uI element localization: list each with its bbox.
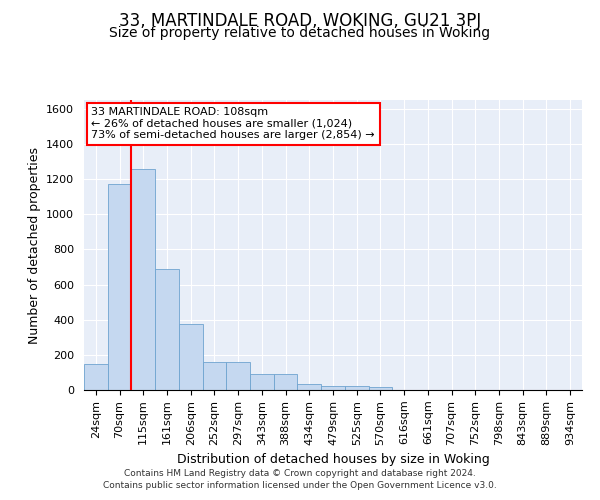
Bar <box>368 388 392 390</box>
X-axis label: Distribution of detached houses by size in Woking: Distribution of detached houses by size … <box>176 453 490 466</box>
Bar <box>345 386 368 390</box>
Y-axis label: Number of detached properties: Number of detached properties <box>28 146 41 344</box>
Bar <box>298 384 321 390</box>
Bar <box>84 364 108 390</box>
Text: Contains HM Land Registry data © Crown copyright and database right 2024.: Contains HM Land Registry data © Crown c… <box>124 468 476 477</box>
Text: Contains public sector information licensed under the Open Government Licence v3: Contains public sector information licen… <box>103 481 497 490</box>
Bar <box>226 362 250 390</box>
Bar <box>179 324 203 390</box>
Bar <box>321 386 345 390</box>
Text: 33, MARTINDALE ROAD, WOKING, GU21 3PJ: 33, MARTINDALE ROAD, WOKING, GU21 3PJ <box>119 12 481 30</box>
Bar <box>250 374 274 390</box>
Bar <box>108 184 131 390</box>
Text: Size of property relative to detached houses in Woking: Size of property relative to detached ho… <box>109 26 491 40</box>
Bar <box>155 268 179 390</box>
Bar <box>203 362 226 390</box>
Bar <box>274 374 298 390</box>
Bar <box>131 168 155 390</box>
Text: 33 MARTINDALE ROAD: 108sqm
← 26% of detached houses are smaller (1,024)
73% of s: 33 MARTINDALE ROAD: 108sqm ← 26% of deta… <box>91 108 375 140</box>
